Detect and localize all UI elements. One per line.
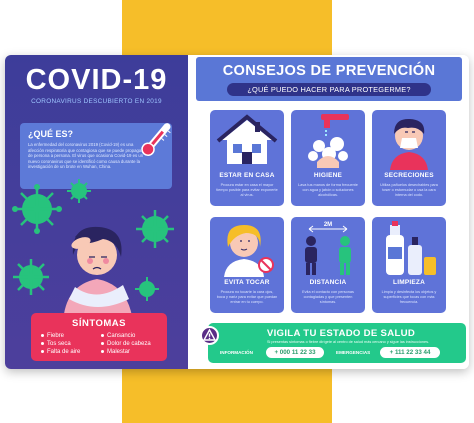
social-distance-icon: 2M xyxy=(305,222,351,275)
info-label: INFORMACIÓN xyxy=(220,350,253,355)
tip-tile-higiene: HIGIENE Lava tus manos de forma frecuent… xyxy=(291,110,365,206)
prevention-title: CONSEJOS DE PREVENCIÓN xyxy=(222,63,436,79)
house-icon xyxy=(216,114,278,164)
covid-subtitle: CORONAVIRUS DESCUBIERTO EN 2019 xyxy=(31,98,162,105)
no-touch-face-icon xyxy=(224,225,274,277)
vigila-title: VIGILA TU ESTADO DE SALUD xyxy=(266,328,416,339)
sintomas-title: SÍNTOMAS xyxy=(72,318,126,329)
covid-info-panel: COVID-19 CORONAVIRUS DESCUBIERTO EN 2019… xyxy=(5,55,188,369)
tip-description: Lava tus manos de forma frecuente con ag… xyxy=(298,183,358,197)
info-phone[interactable]: + 000 11 22 33 xyxy=(266,347,324,358)
tip-label: SECRECIONES xyxy=(384,172,434,179)
symptom-item: Malestar xyxy=(101,349,130,355)
virus-icon xyxy=(135,277,159,301)
virus-icon xyxy=(136,210,174,248)
vigila-description: Si presentas síntomas o fiebre dirígete … xyxy=(266,340,430,344)
virus-icon xyxy=(13,259,49,295)
tip-label: LIMPIEZA xyxy=(393,279,425,286)
que-es-box: ¿QUÉ ES? La enfermedad del coronavirus 2… xyxy=(20,123,172,189)
cleaning-products-icon xyxy=(386,221,436,275)
virus-icon xyxy=(67,179,91,203)
thermometer-icon xyxy=(141,123,171,157)
tip-label: ESTAR EN CASA xyxy=(219,172,275,179)
infographic-card: COVID-19 CORONAVIRUS DESCUBIERTO EN 2019… xyxy=(5,55,469,369)
tip-description: Utiliza pañuelos desechables para toser … xyxy=(380,183,438,197)
covid-title: COVID-19 xyxy=(25,64,168,96)
warning-badge xyxy=(200,326,219,345)
tip-tile-limpieza: LIMPIEZA Limpia y desinfecta los objetos… xyxy=(372,217,446,313)
sneezing-person-icon xyxy=(390,118,428,170)
prevention-panel: CONSEJOS DE PREVENCIÓN ¿QUÉ PUEDO HACER … xyxy=(188,55,469,369)
tip-label: DISTANCIA xyxy=(309,279,347,286)
sick-person-icon xyxy=(63,226,133,323)
prevention-question: ¿QUÉ PUEDO HACER PARA PROTEGERME? xyxy=(227,83,431,96)
symptom-item: Falta de aire xyxy=(41,349,80,355)
symptom-item: Cansancio xyxy=(101,333,135,339)
tip-label: HIGIENE xyxy=(313,172,343,179)
emergency-label: EMERGENCIAS xyxy=(336,350,371,355)
hand-washing-icon xyxy=(308,114,349,168)
vigila-box: VIGILA TU ESTADO DE SALUD Si presentas s… xyxy=(208,323,466,363)
emergency-phone[interactable]: + 111 22 33 44 xyxy=(380,347,440,358)
warning-icon xyxy=(202,328,217,341)
sick-person-illustration xyxy=(12,179,174,323)
tip-description: Procura no tocarte la cara ojos, boca y … xyxy=(216,290,278,304)
symptom-item: Dolor de cabeza xyxy=(101,341,151,347)
symptom-item: Fiebre xyxy=(41,333,64,339)
tip-description: Limpia y desinfecta los objetos y superf… xyxy=(381,290,437,304)
tip-tile-secreciones: SECRECIONES Utiliza pañuelos desechables… xyxy=(372,110,446,206)
tip-tile-distancia: 2M DISTANCIA Evita el contacto con perso… xyxy=(291,217,365,313)
virus-icon xyxy=(12,184,62,234)
tip-tile-estar-en-casa: ESTAR EN CASA Procura estar en casa el m… xyxy=(210,110,284,206)
sintomas-box: SÍNTOMAS Fiebre Tos seca Falta de aire C… xyxy=(31,313,167,361)
tip-description: Procura estar en casa el mayor tiempo po… xyxy=(216,183,278,197)
symptom-item: Tos seca xyxy=(41,341,71,347)
tip-label: EVITA TOCAR xyxy=(224,279,270,286)
tip-description: Evita el contacto con personas contagiad… xyxy=(302,290,354,304)
distance-marker: 2M xyxy=(324,222,332,228)
tip-tile-evita-tocar: EVITA TOCAR Procura no tocarte la cara o… xyxy=(210,217,284,313)
prevention-header: CONSEJOS DE PREVENCIÓN ¿QUÉ PUEDO HACER … xyxy=(196,57,462,101)
que-es-heading: ¿QUÉ ES? xyxy=(28,129,74,139)
que-es-body: La enfermedad del coronavirus 2019 (Covi… xyxy=(28,142,144,170)
